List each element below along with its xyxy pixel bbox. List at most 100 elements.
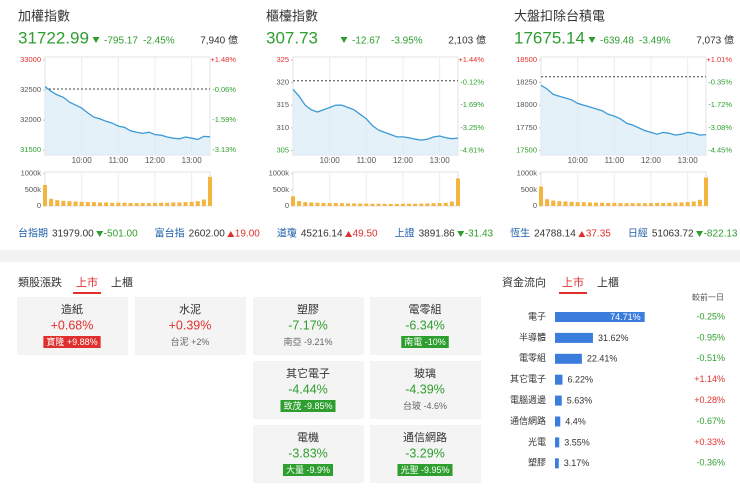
volume-bar <box>376 203 381 206</box>
arrow <box>588 37 596 43</box>
x-tick-label: 10:00 <box>568 156 589 165</box>
ticker-name[interactable]: 台指期 <box>18 227 48 240</box>
flow-change: -0.25% <box>696 311 725 321</box>
volume-bar <box>456 178 460 206</box>
volume-bar <box>581 202 586 206</box>
index-value: 307.73 <box>266 28 318 47</box>
pct-tick-label: -3.08% <box>708 123 732 132</box>
x-tick-label: 10:00 <box>320 156 341 165</box>
tab-underline <box>559 292 587 294</box>
flow-bar <box>555 353 582 364</box>
tab[interactable]: 上櫃 <box>111 275 133 289</box>
y-tick-label: 18000 <box>516 100 537 109</box>
volume-tick-label: 0 <box>37 201 41 210</box>
leader-badge <box>282 464 334 476</box>
volume-bar <box>685 202 690 206</box>
volume-tick-label: 500k <box>521 185 538 194</box>
x-tick-label: 13:00 <box>182 156 203 165</box>
volume-bar <box>195 201 200 206</box>
tab[interactable]: 上市 <box>76 275 98 289</box>
sector-change: -7.17% <box>288 318 328 332</box>
section-title: 類股漲跌 <box>18 275 62 289</box>
ticker-change: 19.00 <box>235 229 260 240</box>
volume-bar <box>642 203 647 206</box>
sector-tile[interactable] <box>370 361 481 419</box>
flow-share: 3.55% <box>564 437 590 447</box>
leader-badge <box>43 336 101 348</box>
volume-tick-label: 1000k <box>269 169 290 178</box>
index-change: -795.17 <box>104 36 138 47</box>
volume-tick-label: 500k <box>273 185 290 194</box>
volume-bar <box>624 203 629 206</box>
volume-bar <box>43 184 47 206</box>
ticker-name[interactable]: 上證 <box>395 227 415 240</box>
volume-bar <box>551 200 556 206</box>
flow-share: 3.17% <box>564 458 590 468</box>
pct-tick-label: -1.69% <box>460 100 484 109</box>
section-title: 資金流向 <box>502 275 546 289</box>
volume-bar <box>122 202 127 206</box>
volume-bar <box>388 203 393 206</box>
volume-bar <box>134 203 139 206</box>
flow-bar <box>555 458 559 469</box>
volume-bar <box>327 203 332 206</box>
volume-bar <box>437 203 442 206</box>
arrow <box>92 37 100 43</box>
volume-bar <box>110 202 115 206</box>
y-tick-label: 320 <box>276 78 289 87</box>
y-tick-label: 32000 <box>20 115 41 124</box>
flow-bar <box>555 332 593 343</box>
volume-bar <box>159 202 164 206</box>
y-tick-label: 17500 <box>516 145 537 154</box>
volume-bar <box>98 202 102 206</box>
pct-tick-label: -3.25% <box>460 123 484 132</box>
sector-change: -6.34% <box>405 318 445 332</box>
y-tick-label: 18250 <box>516 78 537 87</box>
volume-bar <box>401 203 405 206</box>
ticker-name[interactable]: 恆生 <box>510 227 530 240</box>
tab[interactable]: 上櫃 <box>597 275 619 289</box>
x-tick-label: 11:00 <box>357 156 377 165</box>
volume-bar <box>679 202 684 206</box>
volume-bar <box>116 202 121 206</box>
ticker-name[interactable]: 日經 <box>628 227 648 240</box>
x-tick-label: 10:00 <box>72 156 93 165</box>
sector-tile[interactable] <box>253 297 364 355</box>
arrow <box>227 231 235 237</box>
volume-bar <box>171 202 176 206</box>
sector-change: -4.44% <box>288 382 328 396</box>
volume-bar <box>667 202 672 206</box>
volume-bar <box>419 203 424 206</box>
volume-bar <box>382 203 387 206</box>
index-value: 31722.99 <box>18 28 89 47</box>
index-turnover: 7,073 億 <box>696 34 734 47</box>
pct-tick-label: -1.72% <box>708 100 732 109</box>
sector-name: 其它電子 <box>286 366 330 380</box>
price-area <box>293 89 458 155</box>
volume-bar <box>140 203 145 206</box>
sector-tile[interactable] <box>135 297 246 355</box>
index-change-pct: -2.45% <box>143 36 175 47</box>
ticker-name[interactable]: 富台指 <box>155 227 185 240</box>
sector-change: -3.83% <box>288 446 328 460</box>
volume-bar <box>358 203 363 206</box>
volume-bar <box>91 202 96 206</box>
flow-change: -0.67% <box>696 416 725 426</box>
volume-bar <box>303 202 308 206</box>
sector-leader: 致茂 -9.85% <box>283 400 332 411</box>
pct-tick-label: +1.48% <box>210 55 236 64</box>
volume-bar <box>352 203 357 206</box>
index-change-pct: -3.95% <box>391 36 423 47</box>
tab[interactable]: 上市 <box>562 275 584 289</box>
price-area <box>45 86 210 155</box>
volume-bar <box>697 199 702 206</box>
volume-bar <box>394 203 399 206</box>
ticker-name[interactable]: 道瓊 <box>277 227 297 240</box>
volume-bar <box>315 202 320 206</box>
ticker-change: 37.35 <box>586 229 611 240</box>
flow-name: 電子 <box>528 311 546 321</box>
y-tick-label: 325 <box>276 55 289 64</box>
volume-bar <box>636 203 641 206</box>
